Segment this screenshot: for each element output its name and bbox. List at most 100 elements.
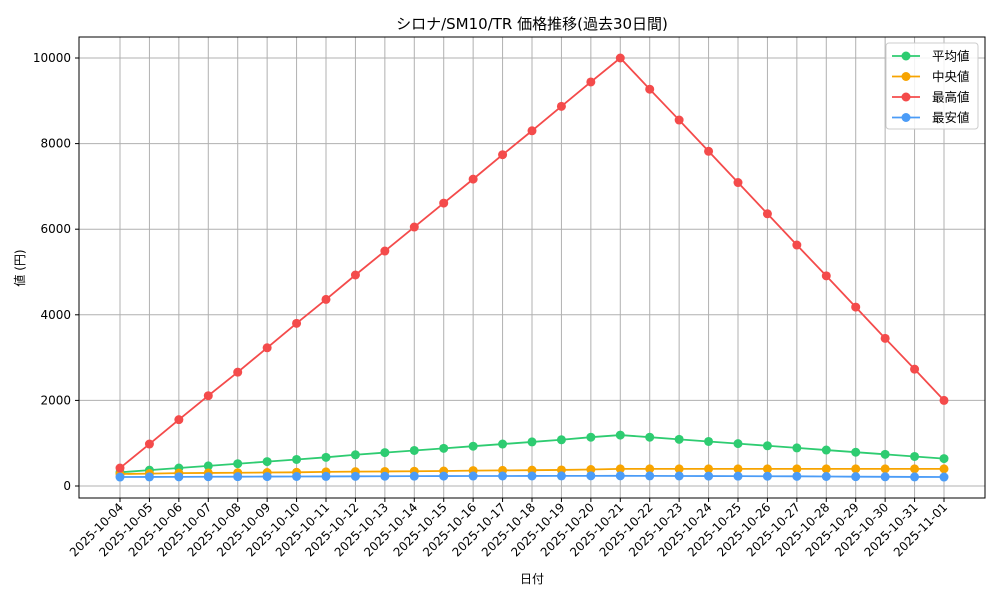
legend-marker-icon [901,72,911,81]
data-point [321,452,331,462]
data-point [910,472,920,482]
data-point [380,448,390,458]
data-point [910,364,920,374]
data-point [498,471,508,481]
data-point [350,450,360,460]
data-point [733,471,743,481]
data-point [439,443,449,453]
data-point [880,449,890,459]
data-point [762,471,772,481]
data-point [262,343,272,353]
chart-title: シロナ/SM10/TR 価格推移(過去30日間) [396,15,668,33]
data-point [851,472,861,482]
data-point [762,441,772,451]
y-axis-ticks: 0 2000 4000 6000 8000 10000 [33,51,79,493]
data-point [615,430,625,440]
data-point [203,391,213,401]
data-point [350,471,360,481]
data-point [792,471,802,481]
legend-label: 平均値 [932,49,970,64]
data-point [468,471,478,481]
data-point [556,471,566,481]
data-point [144,472,154,482]
data-point [704,146,714,156]
data-point [762,209,772,219]
data-point [115,472,125,482]
legend-box [885,42,979,130]
data-point [527,437,537,447]
data-point [380,246,390,256]
data-point [615,471,625,481]
data-point [939,472,949,482]
legend-label: 最高値 [932,90,970,105]
y-tick-label: 8000 [40,137,71,151]
data-point [792,464,802,474]
data-point [762,464,772,474]
data-point [910,451,920,461]
data-point [203,461,213,471]
data-point [674,434,684,444]
data-point [939,464,949,474]
data-point [586,77,596,87]
data-point [792,240,802,250]
data-point [821,464,831,474]
data-point [939,454,949,464]
data-point [910,464,920,474]
data-point [821,271,831,281]
data-point [292,318,302,328]
y-tick-label: 6000 [40,222,71,236]
data-point [851,464,861,474]
data-point [321,294,331,304]
data-point [821,471,831,481]
data-point [733,178,743,188]
data-point [409,445,419,455]
data-point [674,115,684,125]
data-point [733,439,743,449]
y-tick-label: 4000 [40,308,71,322]
series-最高値 [115,53,949,473]
data-point [645,84,655,94]
data-point [380,471,390,481]
data-point [880,472,890,482]
data-point [645,432,655,442]
data-point [880,464,890,474]
data-point [586,432,596,442]
data-point [615,53,625,63]
x-axis-label: 日付 [520,572,544,586]
data-point [645,464,655,474]
data-point [174,472,184,482]
data-point [233,459,243,469]
data-point [439,471,449,481]
series-group [115,53,949,482]
data-point [262,457,272,467]
data-point [409,471,419,481]
y-tick-label: 2000 [40,393,71,407]
data-point [174,415,184,425]
data-point [527,471,537,481]
data-point [556,101,566,111]
data-point [527,126,537,136]
data-point [674,464,684,474]
data-point [321,471,331,481]
data-point [233,367,243,377]
y-axis-label: 値 (円) [12,249,27,286]
x-axis-ticks: 2025-10-042025-10-052025-10-062025-10-07… [67,498,950,559]
data-point [439,198,449,208]
data-point [939,395,949,405]
data-point [704,436,714,446]
data-point [350,270,360,280]
data-point [262,472,272,482]
data-point [645,471,655,481]
data-point [615,464,625,474]
data-point [821,445,831,455]
data-point [233,472,243,482]
data-point [704,464,714,474]
data-point [144,439,154,449]
data-point [586,465,596,475]
data-point [468,174,478,184]
data-point [203,472,213,482]
data-point [674,471,684,481]
